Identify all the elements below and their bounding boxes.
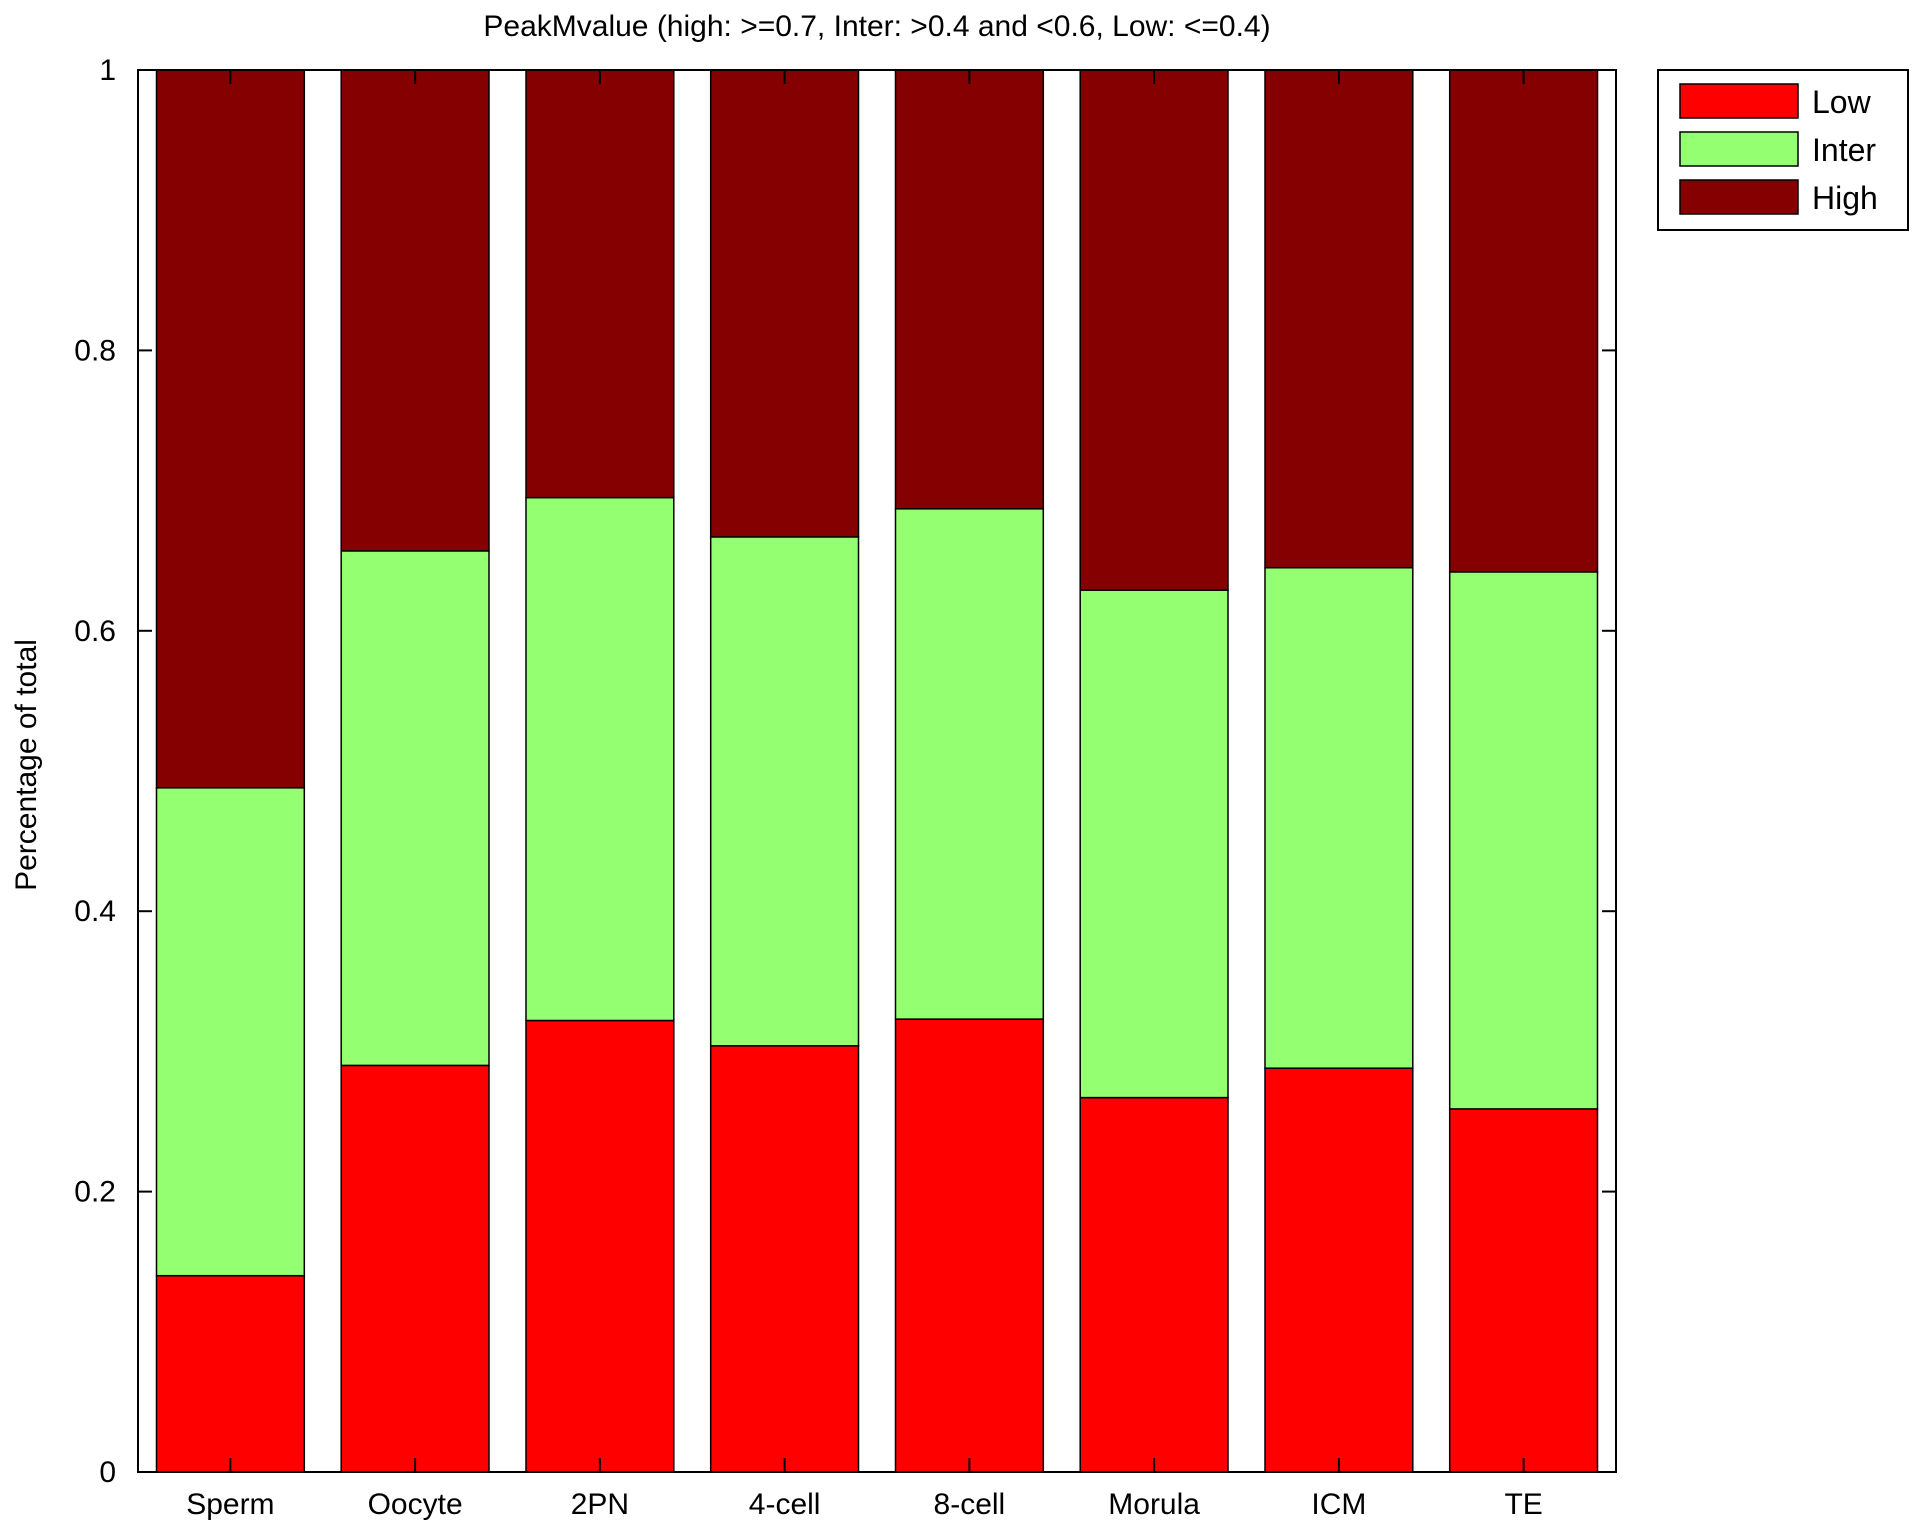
- x-tick-label: Sperm: [186, 1488, 274, 1521]
- legend-label-high: High: [1812, 180, 1878, 216]
- bar-high-4-cell: [709, 69, 860, 538]
- bar-inter-4-cell: [709, 536, 860, 1047]
- legend-label-low: Low: [1812, 84, 1872, 120]
- bars-layer: [155, 69, 1599, 1473]
- bar-high-icm: [1264, 69, 1414, 569]
- bar-inter-oocyte: [340, 550, 490, 1067]
- bar-inter-8-cell: [894, 508, 1045, 1020]
- chart-title: PeakMvalue (high: >=0.7, Inter: >0.4 and…: [483, 10, 1270, 43]
- bar-inter-te: [1448, 571, 1599, 1110]
- y-axis-label: Percentage of total: [10, 639, 43, 891]
- legend-swatch-inter: [1679, 131, 1799, 167]
- y-tick-label: 0.4: [74, 895, 116, 928]
- plot-area-frame: [137, 69, 1617, 1473]
- y-tick-label: 0: [99, 1456, 116, 1489]
- bar-inter-icm: [1264, 566, 1414, 1069]
- bar-low-sperm: [155, 1274, 306, 1473]
- y-tick-label: 0.8: [74, 334, 116, 367]
- x-tick-label: Oocyte: [368, 1488, 463, 1521]
- legend-label-inter: Inter: [1812, 132, 1876, 168]
- bar-inter-morula: [1079, 589, 1229, 1099]
- axis-ticks: 0 0.2 0.4 0.6 0.8 1 Sperm Oocyte 2PN 4-cell 8-cell…: [74, 54, 1616, 1521]
- x-tick-label: 4-cell: [749, 1488, 821, 1521]
- y-tick-label: 0.2: [74, 1176, 116, 1209]
- legend-swatch-low: [1679, 83, 1799, 119]
- bar-high-morula: [1079, 69, 1229, 591]
- x-tick-label: 8-cell: [934, 1488, 1006, 1521]
- bar-inter-sperm: [155, 787, 306, 1277]
- bar-low-icm: [1264, 1067, 1414, 1473]
- x-tick-label: ICM: [1311, 1488, 1366, 1521]
- x-tick-label: Morula: [1108, 1488, 1200, 1521]
- y-tick-label: 1: [99, 54, 116, 87]
- bar-high-8-cell: [894, 69, 1045, 510]
- bar-low-morula: [1079, 1096, 1229, 1473]
- bar-inter-2pn: [525, 496, 675, 1022]
- bar-low-te: [1448, 1108, 1599, 1473]
- bar-high-2pn: [525, 69, 675, 499]
- bar-low-oocyte: [340, 1064, 490, 1473]
- bar-high-sperm: [155, 69, 306, 789]
- bar-low-8-cell: [894, 1018, 1045, 1473]
- legend-items: Low Inter High: [1679, 83, 1878, 216]
- legend-swatch-high: [1679, 179, 1799, 215]
- bar-high-te: [1448, 69, 1599, 573]
- legend: Low Inter High: [1657, 69, 1909, 231]
- y-tick-label: 0.6: [74, 615, 116, 648]
- x-tick-label: TE: [1504, 1488, 1542, 1521]
- bar-low-4-cell: [709, 1045, 860, 1473]
- bar-low-2pn: [525, 1019, 675, 1473]
- x-tick-label: 2PN: [571, 1488, 629, 1521]
- bar-high-oocyte: [340, 69, 490, 552]
